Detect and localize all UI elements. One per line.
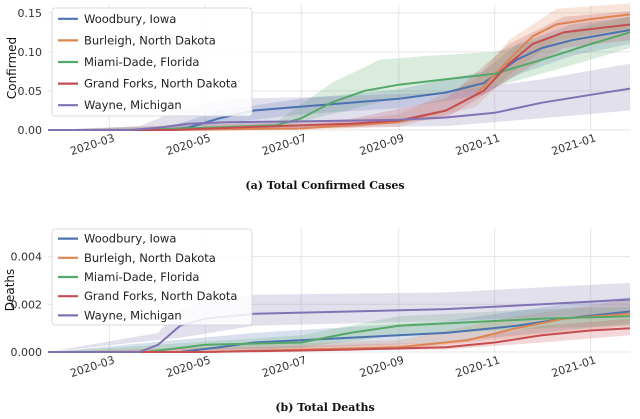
- y-tick-label: 0.05: [18, 85, 43, 98]
- x-tick-label: 2020-05: [164, 131, 212, 158]
- y-axis-label: Confirmed: [5, 37, 19, 99]
- y-tick-label: 0.004: [11, 251, 43, 264]
- legend-label: Woodbury, Iowa: [84, 232, 176, 246]
- legend-label: Miami-Dade, Florida: [84, 55, 199, 69]
- x-tick-label: 2020-07: [260, 353, 308, 380]
- y-axis-label: Deaths: [3, 269, 17, 312]
- series-line: [48, 23, 631, 131]
- confidence-band: [48, 16, 630, 131]
- series-line: [48, 29, 631, 131]
- legend-label: Burleigh, North Dakota: [84, 33, 216, 47]
- x-tick-label: 2020-11: [454, 353, 502, 380]
- legend-label: Grand Forks, North Dakota: [84, 289, 237, 303]
- caption: (a) Total Confirmed Cases: [245, 179, 404, 192]
- legend: Woodbury, Iowa Burleigh, North Dakota Miam…: [51, 7, 253, 117]
- x-tick-labels: 2020-03 2020-05 2020-07 2020-09 2020-11 2021-…: [69, 353, 598, 380]
- y-tick-label: 0.002: [11, 298, 43, 311]
- legend-label: Burleigh, North Dakota: [84, 251, 216, 265]
- legend: Woodbury, Iowa Burleigh, North Dakota Miam…: [51, 228, 253, 326]
- x-tick-label: 2020-09: [358, 353, 406, 380]
- legend-label: Miami-Dade, Florida: [84, 270, 199, 284]
- x-tick-label: 2020-03: [69, 353, 117, 380]
- series-line: [48, 31, 631, 131]
- series-line: [48, 327, 631, 353]
- confidence-band: [48, 299, 630, 352]
- y-tick-label: 0.10: [18, 46, 43, 59]
- y-tick-label: 0.000: [11, 346, 43, 359]
- legend-box: [51, 7, 253, 117]
- y-tick-label: 0.15: [18, 7, 43, 20]
- legend-label: Wayne, Michigan: [84, 98, 182, 112]
- panel-confirmed: 0.000.050.100.15 2020-03 2020-05 2020-07 20…: [5, 3, 631, 192]
- x-tick-labels: 2020-03 2020-05 2020-07 2020-09 2020-11 2021-…: [69, 131, 598, 158]
- x-tick-label: 2021-01: [550, 131, 598, 158]
- legend-box: [51, 228, 253, 326]
- confidence-band: [48, 297, 630, 352]
- x-tick-label: 2020-03: [69, 131, 117, 158]
- x-tick-label: 2020-05: [164, 353, 212, 380]
- caption: (b) Total Deaths: [275, 401, 374, 414]
- y-tick-labels: 0.000 0.002 0.004: [11, 251, 43, 359]
- series-line: [48, 87, 631, 131]
- legend-label: Woodbury, Iowa: [84, 12, 176, 26]
- y-tick-labels: 0.00 0.05 0.10 0.15: [18, 7, 43, 137]
- y-tick-label: 0.00: [18, 124, 43, 137]
- confidence-band: [48, 3, 630, 130]
- legend-label: Wayne, Michigan: [84, 308, 182, 322]
- confidence-band: [48, 16, 630, 131]
- x-tick-label: 2020-07: [260, 131, 308, 158]
- confidence-band: [48, 282, 630, 352]
- x-tick-label: 2020-09: [358, 131, 406, 158]
- series-line: [48, 315, 631, 353]
- confidence-band: [48, 306, 630, 352]
- x-tick-label: 2021-01: [550, 353, 598, 380]
- confidence-band: [48, 11, 630, 130]
- x-tick-label: 2020-11: [454, 131, 502, 158]
- series-lines: [48, 298, 631, 353]
- series-lines: [48, 13, 631, 131]
- legend-label: Grand Forks, North Dakota: [84, 77, 237, 91]
